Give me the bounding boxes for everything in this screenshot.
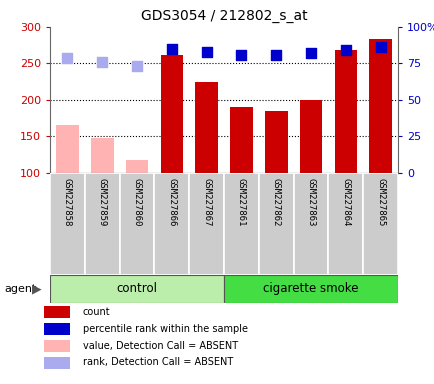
Text: GSM227861: GSM227861	[237, 178, 245, 226]
Text: control: control	[116, 283, 157, 295]
Point	[99, 59, 105, 65]
Bar	[119, 173, 154, 275]
Text: percentile rank within the sample: percentile rank within the sample	[82, 324, 247, 334]
Text: GSM227858: GSM227858	[63, 178, 72, 226]
Text: count: count	[82, 307, 110, 317]
Bar	[195, 82, 217, 173]
Bar	[224, 173, 258, 275]
Text: ▶: ▶	[32, 283, 41, 295]
Bar	[258, 173, 293, 275]
Bar	[56, 126, 79, 173]
Bar	[125, 161, 148, 173]
Bar	[334, 50, 356, 173]
Point	[237, 51, 244, 58]
Point	[272, 51, 279, 58]
Bar	[50, 173, 85, 275]
Bar	[91, 138, 113, 173]
Text: cigarette smoke: cigarette smoke	[263, 283, 358, 295]
Bar	[264, 111, 287, 173]
Bar	[189, 173, 224, 275]
Point	[64, 55, 71, 61]
Bar	[293, 173, 328, 275]
Bar	[43, 323, 69, 335]
Text: GSM227859: GSM227859	[98, 178, 106, 226]
Text: GSM227860: GSM227860	[132, 178, 141, 226]
Text: GSM227864: GSM227864	[341, 178, 349, 226]
Point	[307, 50, 314, 56]
Bar	[224, 275, 397, 303]
Text: GSM227862: GSM227862	[271, 178, 280, 226]
Bar	[43, 340, 69, 352]
Bar	[299, 100, 322, 173]
Title: GDS3054 / 212802_s_at: GDS3054 / 212802_s_at	[140, 9, 307, 23]
Bar	[328, 173, 362, 275]
Bar	[85, 173, 119, 275]
Bar	[230, 107, 252, 173]
Bar	[160, 55, 183, 173]
Text: GSM227865: GSM227865	[375, 178, 384, 226]
Bar	[154, 173, 189, 275]
Text: GSM227863: GSM227863	[306, 178, 315, 226]
Text: agent: agent	[4, 284, 36, 294]
Bar	[362, 173, 397, 275]
Text: GSM227866: GSM227866	[167, 178, 176, 226]
Text: GSM227867: GSM227867	[202, 178, 210, 226]
Bar	[43, 306, 69, 318]
Bar	[50, 275, 224, 303]
Text: rank, Detection Call = ABSENT: rank, Detection Call = ABSENT	[82, 358, 232, 367]
Point	[133, 63, 140, 70]
Bar	[368, 39, 391, 173]
Text: value, Detection Call = ABSENT: value, Detection Call = ABSENT	[82, 341, 237, 351]
Point	[342, 47, 349, 53]
Bar	[43, 357, 69, 369]
Point	[203, 49, 210, 55]
Point	[168, 46, 175, 52]
Point	[376, 44, 383, 50]
